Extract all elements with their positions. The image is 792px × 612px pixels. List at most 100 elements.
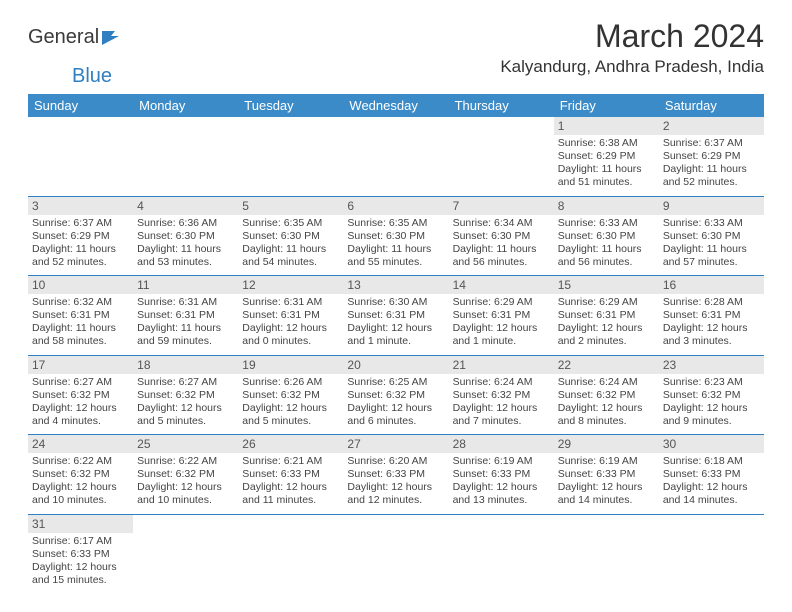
daylight: Daylight: 12 hours and 2 minutes. [558, 322, 655, 348]
day-info: Sunrise: 6:24 AMSunset: 6:32 PMDaylight:… [453, 376, 550, 429]
sunrise: Sunrise: 6:37 AM [32, 217, 129, 230]
day-number: 19 [238, 356, 343, 374]
day-info: Sunrise: 6:18 AMSunset: 6:33 PMDaylight:… [663, 455, 760, 508]
calendar-cell: 29Sunrise: 6:19 AMSunset: 6:33 PMDayligh… [554, 435, 659, 515]
day-info: Sunrise: 6:38 AMSunset: 6:29 PMDaylight:… [558, 137, 655, 190]
calendar-cell [238, 514, 343, 593]
flag-icon [101, 30, 123, 46]
calendar-cell: 6Sunrise: 6:35 AMSunset: 6:30 PMDaylight… [343, 196, 448, 276]
day-info: Sunrise: 6:31 AMSunset: 6:31 PMDaylight:… [242, 296, 339, 349]
sunrise: Sunrise: 6:33 AM [558, 217, 655, 230]
sunset: Sunset: 6:33 PM [347, 468, 444, 481]
sunrise: Sunrise: 6:26 AM [242, 376, 339, 389]
day-number: 13 [343, 276, 448, 294]
day-number: 22 [554, 356, 659, 374]
day-info: Sunrise: 6:22 AMSunset: 6:32 PMDaylight:… [32, 455, 129, 508]
calendar-week: 24Sunrise: 6:22 AMSunset: 6:32 PMDayligh… [28, 435, 764, 515]
calendar-cell: 2Sunrise: 6:37 AMSunset: 6:29 PMDaylight… [659, 117, 764, 196]
sunrise: Sunrise: 6:19 AM [558, 455, 655, 468]
day-info: Sunrise: 6:30 AMSunset: 6:31 PMDaylight:… [347, 296, 444, 349]
day-info: Sunrise: 6:27 AMSunset: 6:32 PMDaylight:… [32, 376, 129, 429]
day-header: Thursday [449, 94, 554, 117]
day-info: Sunrise: 6:34 AMSunset: 6:30 PMDaylight:… [453, 217, 550, 270]
daylight: Daylight: 12 hours and 14 minutes. [663, 481, 760, 507]
day-number: 15 [554, 276, 659, 294]
sunset: Sunset: 6:33 PM [32, 548, 129, 561]
daylight: Daylight: 11 hours and 56 minutes. [558, 243, 655, 269]
daylight: Daylight: 11 hours and 57 minutes. [663, 243, 760, 269]
day-info: Sunrise: 6:20 AMSunset: 6:33 PMDaylight:… [347, 455, 444, 508]
calendar-cell: 23Sunrise: 6:23 AMSunset: 6:32 PMDayligh… [659, 355, 764, 435]
sunrise: Sunrise: 6:23 AM [663, 376, 760, 389]
calendar-cell [554, 514, 659, 593]
day-number: 10 [28, 276, 133, 294]
calendar-cell: 8Sunrise: 6:33 AMSunset: 6:30 PMDaylight… [554, 196, 659, 276]
sunrise: Sunrise: 6:28 AM [663, 296, 760, 309]
sunrise: Sunrise: 6:37 AM [663, 137, 760, 150]
daylight: Daylight: 12 hours and 1 minute. [347, 322, 444, 348]
day-header: Saturday [659, 94, 764, 117]
calendar-cell: 22Sunrise: 6:24 AMSunset: 6:32 PMDayligh… [554, 355, 659, 435]
day-info: Sunrise: 6:22 AMSunset: 6:32 PMDaylight:… [137, 455, 234, 508]
calendar-cell [659, 514, 764, 593]
day-number: 17 [28, 356, 133, 374]
calendar-cell: 10 Sunrise: 6:32 AMSunset: 6:31 PMDayligh… [28, 276, 133, 356]
sunset: Sunset: 6:31 PM [453, 309, 550, 322]
calendar-cell: 4Sunrise: 6:36 AMSunset: 6:30 PMDaylight… [133, 196, 238, 276]
sunset: Sunset: 6:31 PM [663, 309, 760, 322]
day-info: Sunrise: 6:19 AMSunset: 6:33 PMDaylight:… [453, 455, 550, 508]
calendar-cell: 24Sunrise: 6:22 AMSunset: 6:32 PMDayligh… [28, 435, 133, 515]
daylight: Daylight: 12 hours and 0 minutes. [242, 322, 339, 348]
day-info: Sunrise: 6:32 AMSunset: 6:31 PMDaylight:… [32, 296, 129, 349]
day-info: Sunrise: 6:37 AMSunset: 6:29 PMDaylight:… [32, 217, 129, 270]
sunrise: Sunrise: 6:35 AM [347, 217, 444, 230]
daylight: Daylight: 12 hours and 13 minutes. [453, 481, 550, 507]
location: Kalyandurg, Andhra Pradesh, India [500, 57, 764, 77]
daylight: Daylight: 12 hours and 5 minutes. [137, 402, 234, 428]
calendar-cell: 18Sunrise: 6:27 AMSunset: 6:32 PMDayligh… [133, 355, 238, 435]
calendar-head: SundayMondayTuesdayWednesdayThursdayFrid… [28, 94, 764, 117]
sunset: Sunset: 6:31 PM [137, 309, 234, 322]
daylight: Daylight: 12 hours and 15 minutes. [32, 561, 129, 587]
daylight: Daylight: 12 hours and 3 minutes. [663, 322, 760, 348]
sunrise: Sunrise: 6:24 AM [453, 376, 550, 389]
sunset: Sunset: 6:31 PM [32, 309, 129, 322]
daylight: Daylight: 11 hours and 51 minutes. [558, 163, 655, 189]
daylight: Daylight: 11 hours and 56 minutes. [453, 243, 550, 269]
sunset: Sunset: 6:33 PM [558, 468, 655, 481]
daylight: Daylight: 11 hours and 58 minutes. [32, 322, 129, 348]
sunset: Sunset: 6:30 PM [137, 230, 234, 243]
day-number: 30 [659, 435, 764, 453]
day-info: Sunrise: 6:33 AMSunset: 6:30 PMDaylight:… [663, 217, 760, 270]
calendar-cell: 28Sunrise: 6:19 AMSunset: 6:33 PMDayligh… [449, 435, 554, 515]
sunset: Sunset: 6:29 PM [32, 230, 129, 243]
sunset: Sunset: 6:31 PM [558, 309, 655, 322]
calendar-cell: 30 Sunrise: 6:18 AMSunset: 6:33 PMDayligh… [659, 435, 764, 515]
sunrise: Sunrise: 6:27 AM [137, 376, 234, 389]
sunrise: Sunrise: 6:29 AM [558, 296, 655, 309]
calendar-cell: 26Sunrise: 6:21 AMSunset: 6:33 PMDayligh… [238, 435, 343, 515]
logo: General [28, 26, 123, 49]
daylight: Daylight: 12 hours and 6 minutes. [347, 402, 444, 428]
day-number: 16 [659, 276, 764, 294]
calendar-cell: 11Sunrise: 6:31 AMSunset: 6:31 PMDayligh… [133, 276, 238, 356]
day-number: 1 [554, 117, 659, 135]
sunrise: Sunrise: 6:36 AM [137, 217, 234, 230]
day-number: 2 [659, 117, 764, 135]
calendar-cell: 20Sunrise: 6:25 AMSunset: 6:32 PMDayligh… [343, 355, 448, 435]
day-header: Friday [554, 94, 659, 117]
calendar-cell: 13 Sunrise: 6:30 AMSunset: 6:31 PMDayligh… [343, 276, 448, 356]
day-info: Sunrise: 6:29 AMSunset: 6:31 PMDaylight:… [558, 296, 655, 349]
day-number: 26 [238, 435, 343, 453]
day-number: 6 [343, 197, 448, 215]
sunrise: Sunrise: 6:29 AM [453, 296, 550, 309]
title-block: March 2024 Kalyandurg, Andhra Pradesh, I… [500, 18, 764, 77]
daylight: Daylight: 12 hours and 9 minutes. [663, 402, 760, 428]
sunset: Sunset: 6:33 PM [453, 468, 550, 481]
sunrise: Sunrise: 6:18 AM [663, 455, 760, 468]
calendar-table: SundayMondayTuesdayWednesdayThursdayFrid… [28, 94, 764, 593]
sunset: Sunset: 6:32 PM [663, 389, 760, 402]
day-info: Sunrise: 6:17 AMSunset: 6:33 PMDaylight:… [32, 535, 129, 588]
daylight: Daylight: 11 hours and 52 minutes. [663, 163, 760, 189]
sunset: Sunset: 6:30 PM [663, 230, 760, 243]
